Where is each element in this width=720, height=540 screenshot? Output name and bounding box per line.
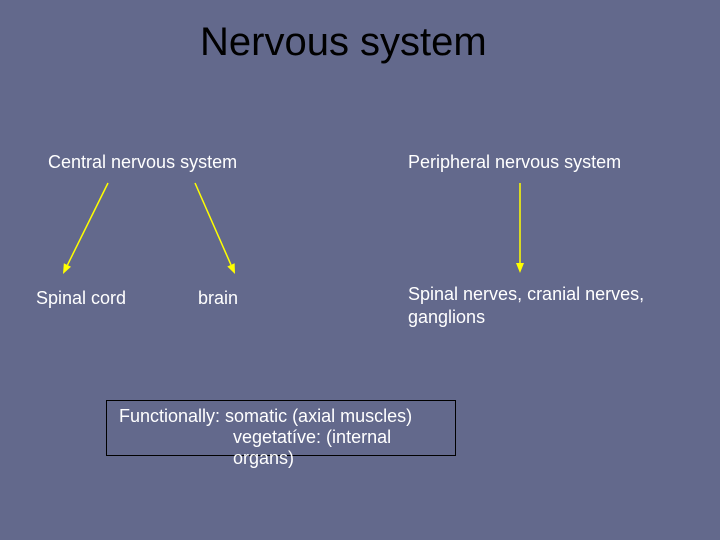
label-central-nervous-system: Central nervous system xyxy=(48,152,237,173)
label-peripheral-detail: Spinal nerves, cranial nerves, ganglions xyxy=(408,283,678,328)
slide-title: Nervous system xyxy=(200,20,487,65)
label-peripheral-nervous-system: Peripheral nervous system xyxy=(408,152,621,173)
label-brain: brain xyxy=(198,288,238,309)
function-box-line2: vegetatíve: (internal organs) xyxy=(107,427,455,469)
function-box-line1: Functionally: somatic (axial muscles) xyxy=(107,406,455,427)
function-box: Functionally: somatic (axial muscles) ve… xyxy=(106,400,456,456)
label-spinal-cord: Spinal cord xyxy=(36,288,126,309)
